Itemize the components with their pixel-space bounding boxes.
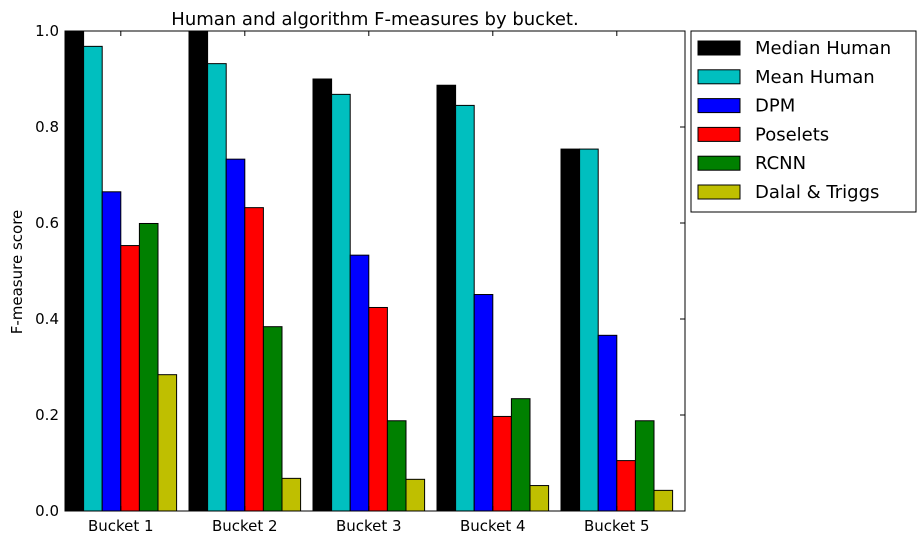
bar-dpm-4	[473, 294, 494, 512]
legend-label: Poselets	[755, 124, 829, 145]
bar-rcnn-3	[386, 420, 407, 512]
bar-mean-human-4	[455, 104, 475, 512]
legend-label: Mean Human	[755, 67, 875, 88]
bar-dalal-triggs-5	[653, 489, 674, 512]
legend-swatch	[697, 69, 741, 85]
legend-swatch	[697, 184, 741, 200]
bars-group	[64, 30, 674, 512]
y-tick-label: 0.0	[35, 502, 59, 520]
bar-mean-human-2	[207, 63, 227, 512]
bar-rcnn-4	[510, 398, 531, 512]
y-tick-label: 0.2	[35, 406, 59, 424]
legend-swatch	[697, 40, 741, 56]
bar-mean-human-1	[83, 45, 103, 512]
bar-median-human-1	[64, 30, 85, 512]
bar-poselets-2	[244, 207, 264, 512]
legend-label: RCNN	[755, 153, 806, 174]
y-axis-label: F-measure score	[8, 210, 26, 335]
legend-swatch	[697, 126, 741, 142]
x-tick-label: Bucket 3	[336, 517, 402, 535]
plot-frame	[64, 30, 686, 512]
bar-poselets-4	[492, 415, 512, 512]
y-tick-label: 0.6	[35, 214, 59, 232]
y-tick-label: 1.0	[35, 22, 59, 40]
bar-poselets-5	[616, 460, 636, 512]
bar-rcnn-2	[262, 326, 283, 512]
bar-median-human-5	[560, 148, 581, 512]
x-tick-label: Bucket 4	[460, 517, 526, 535]
x-tick-label: Bucket 2	[212, 517, 278, 535]
bar-mean-human-3	[331, 93, 351, 512]
bar-median-human-2	[188, 30, 209, 512]
bar-poselets-1	[120, 245, 140, 512]
legend: Median Human Mean Human DPM Poselets RCNN Dal…	[690, 30, 917, 213]
bar-dalal-triggs-3	[405, 478, 426, 512]
bar-mean-human-5	[579, 148, 599, 512]
bar-rcnn-1	[138, 222, 159, 512]
bar-dalal-triggs-4	[529, 485, 550, 512]
bar-dpm-1	[101, 191, 122, 512]
bar-dpm-3	[349, 254, 370, 512]
y-tick-label: 0.4	[35, 310, 59, 328]
bar-dalal-triggs-2	[281, 477, 302, 512]
legend-swatch	[697, 98, 741, 114]
x-tick-label: Bucket 1	[88, 517, 154, 535]
bar-dalal-triggs-1	[157, 374, 178, 512]
bar-median-human-4	[436, 84, 457, 512]
bar-poselets-3	[368, 306, 388, 512]
bar-rcnn-5	[634, 420, 655, 512]
x-tick-label: Bucket 5	[584, 517, 650, 535]
legend-label: Dalal & Triggs	[755, 182, 879, 203]
axes-group: 0.0 0.2 0.4 0.6 0.8 1.0 Bucket 1 Bucket 2 Bucket…	[35, 22, 686, 535]
y-tick-label: 0.8	[35, 118, 59, 136]
bar-dpm-5	[597, 334, 618, 512]
legend-swatch	[697, 155, 741, 171]
bar-dpm-2	[225, 158, 246, 512]
chart-title: Human and algorithm F-measures by bucket…	[171, 9, 578, 30]
bar-median-human-3	[312, 78, 333, 512]
legend-label: Median Human	[755, 38, 891, 59]
legend-label: DPM	[755, 96, 795, 117]
legend-box	[690, 30, 917, 213]
